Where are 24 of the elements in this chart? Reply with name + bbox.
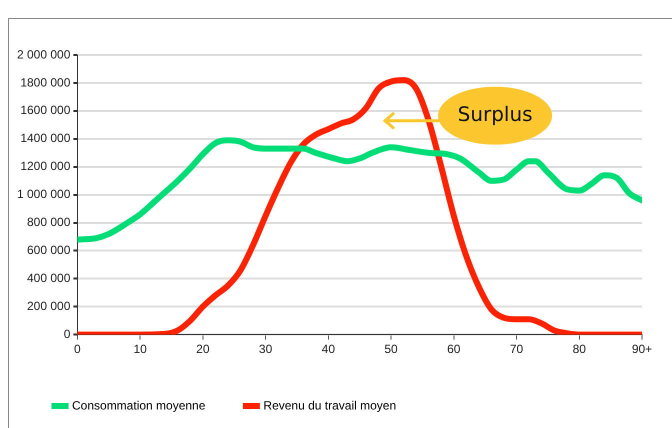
y-tick-label: 1200 000 [20,159,71,174]
y-tick-label: 2 000 000 [16,47,71,62]
y-tick-label: 600 000 [26,243,71,258]
x-tick-label: 70 [510,342,524,356]
y-tick-label: 1 000 000 [16,187,71,202]
legend-label: Revenu du travail moyen [263,398,396,412]
x-tick-label: 10 [133,342,148,356]
x-tick-label: 40 [322,342,336,356]
annotation: Surplus [458,102,533,126]
y-tick-label: 0 [64,326,71,341]
y-tick-label: 1400 000 [20,131,71,146]
legend-label: Consommation moyenne [72,398,206,412]
x-tick-label: 30 [258,342,273,356]
x-tick-label: 0 [74,342,82,356]
y-tick-label: 200 000 [26,298,71,313]
x-tick-label: 80 [572,342,586,356]
x-tick-label: 50 [384,342,398,356]
x-tick-label: 90+ [632,342,652,356]
y-tick-label: 800 000 [26,215,71,230]
x-tick-label: 60 [447,342,461,356]
y-tick-label: 1800 000 [20,75,71,90]
y-tick-label: 400 000 [26,270,71,285]
x-tick-label: 20 [196,342,210,356]
y-tick-label: 1600 000 [20,103,71,118]
